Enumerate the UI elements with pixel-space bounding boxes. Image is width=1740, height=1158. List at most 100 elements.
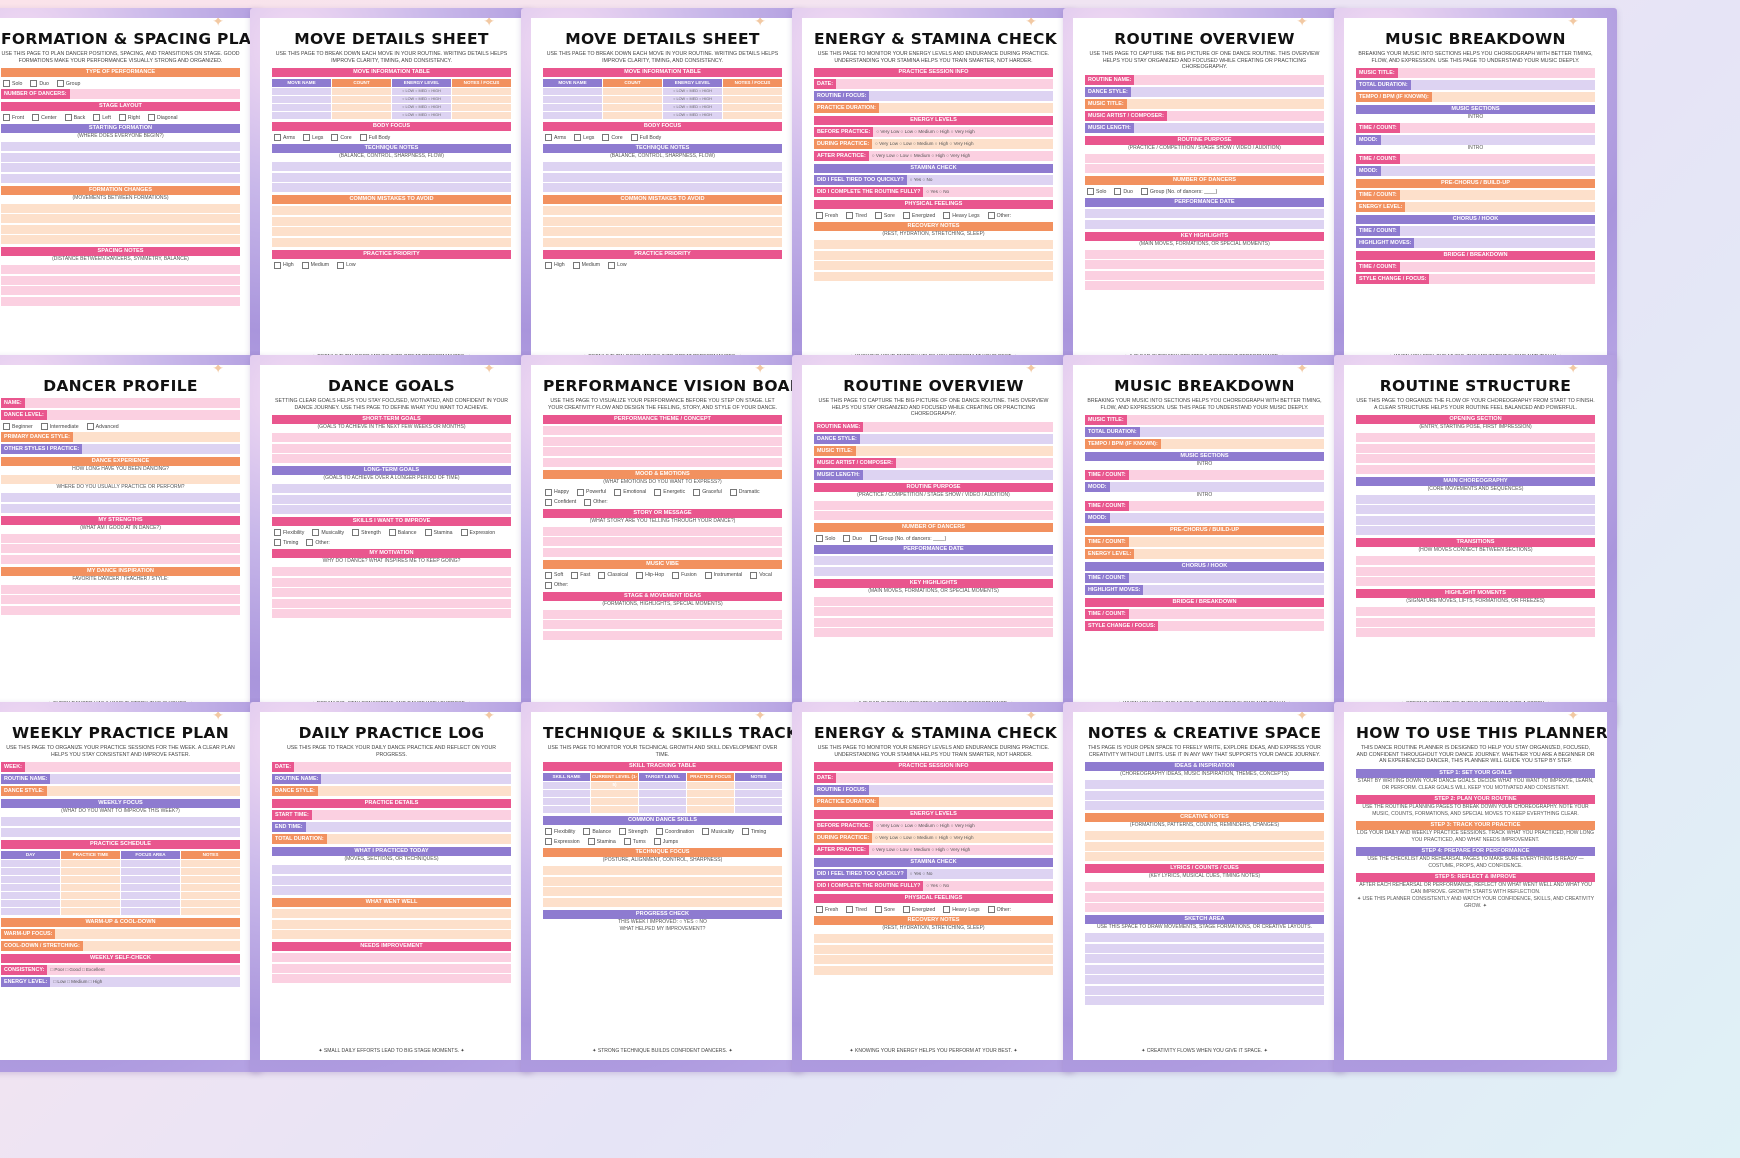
checkbox[interactable] [816, 535, 823, 542]
checkbox[interactable] [572, 261, 580, 269]
writing-line[interactable] [814, 617, 1053, 627]
table-cell[interactable] [1, 883, 60, 891]
checkbox-option[interactable]: Fast [571, 571, 590, 579]
checkbox[interactable] [331, 134, 339, 141]
writing-line[interactable] [272, 598, 511, 608]
writing-line[interactable] [1, 235, 240, 244]
writing-line[interactable] [272, 433, 511, 442]
checkbox-option[interactable]: Stamina [587, 838, 616, 845]
field-input[interactable] [24, 398, 240, 408]
checkbox-option[interactable]: Vocal [750, 571, 772, 579]
checkbox-option[interactable]: Core [602, 134, 623, 141]
checkbox[interactable] [869, 535, 877, 542]
checkbox[interactable] [874, 906, 882, 913]
field-input[interactable] [855, 445, 1053, 456]
checkbox[interactable] [545, 498, 552, 506]
field-input[interactable] [1128, 609, 1324, 619]
writing-line[interactable] [272, 494, 511, 504]
checkbox[interactable] [1087, 188, 1094, 195]
field-input[interactable] [859, 433, 1053, 444]
writing-line[interactable] [1085, 933, 1324, 942]
writing-line[interactable] [1085, 975, 1324, 984]
writing-line[interactable] [1085, 164, 1324, 173]
checkbox[interactable] [843, 535, 851, 542]
checkbox[interactable] [619, 828, 627, 835]
checkbox[interactable] [118, 114, 126, 121]
writing-line[interactable] [1356, 526, 1595, 535]
field-input[interactable] [1134, 74, 1324, 85]
writing-line[interactable] [543, 206, 782, 215]
writing-line[interactable] [543, 457, 782, 467]
checkbox-option[interactable]: Medium [301, 261, 329, 269]
checkbox[interactable] [306, 539, 314, 546]
checkbox[interactable] [846, 212, 854, 219]
checkbox[interactable] [574, 134, 582, 141]
writing-line[interactable] [1356, 628, 1595, 637]
checkbox[interactable] [693, 488, 701, 496]
writing-line[interactable] [543, 897, 782, 907]
table-cell[interactable] [272, 88, 331, 95]
writing-line[interactable] [1085, 964, 1324, 974]
checkbox[interactable] [40, 423, 48, 430]
writing-line[interactable] [272, 963, 511, 973]
checkbox[interactable] [359, 134, 367, 141]
writing-line[interactable] [272, 484, 511, 493]
checkbox[interactable] [545, 571, 552, 579]
table-cell[interactable] [639, 790, 686, 797]
checkbox[interactable] [729, 488, 737, 496]
table-cell[interactable] [61, 891, 120, 899]
checkbox[interactable] [274, 261, 281, 269]
table-cell[interactable] [723, 96, 782, 103]
checkbox[interactable] [750, 571, 758, 579]
checkbox[interactable] [672, 571, 680, 579]
writing-line[interactable] [543, 172, 782, 182]
table-cell[interactable] [723, 104, 782, 111]
checkbox-option[interactable]: Energetic [654, 488, 685, 496]
checkbox-option[interactable]: Timing [274, 539, 298, 546]
writing-line[interactable] [1, 544, 240, 553]
writing-line[interactable] [814, 628, 1053, 637]
writing-line[interactable] [1085, 996, 1324, 1005]
writing-line[interactable] [1, 224, 240, 234]
table-cell[interactable] [735, 806, 782, 813]
table-cell[interactable] [723, 112, 782, 119]
field-input[interactable]: ○ Very Low ○ Low ○ Medium ○ High ○ Very … [873, 127, 1053, 137]
checkbox[interactable] [1114, 188, 1122, 195]
writing-line[interactable] [272, 953, 511, 962]
checkbox[interactable] [274, 529, 281, 536]
table-cell[interactable] [332, 96, 391, 103]
checkbox[interactable] [545, 134, 552, 141]
writing-line[interactable] [543, 436, 782, 446]
writing-line[interactable] [272, 567, 511, 576]
checkbox-option[interactable]: Expression [545, 838, 580, 845]
field-input[interactable]: ○ Very Low ○ Low ○ Medium ○ High ○ Very … [873, 821, 1053, 831]
writing-line[interactable] [814, 250, 1053, 260]
field-input[interactable] [836, 773, 1053, 783]
checkbox[interactable] [312, 529, 320, 536]
writing-line[interactable] [1356, 556, 1595, 565]
checkbox-option[interactable]: Core [331, 134, 352, 141]
writing-line[interactable] [272, 443, 511, 453]
checkbox[interactable] [545, 828, 552, 835]
table-cell[interactable] [181, 875, 240, 883]
checkbox-option[interactable]: Expression [460, 529, 495, 536]
writing-line[interactable] [543, 162, 782, 171]
field-input[interactable] [1139, 427, 1324, 437]
table-cell[interactable] [272, 104, 331, 111]
field-input[interactable]: ○ Yes ○ No [923, 187, 1053, 197]
writing-line[interactable] [814, 240, 1053, 249]
writing-line[interactable] [1, 827, 240, 837]
checkbox[interactable] [598, 571, 606, 579]
writing-line[interactable] [814, 965, 1053, 975]
checkbox[interactable] [388, 529, 396, 536]
writing-line[interactable] [1, 503, 240, 513]
field-input[interactable] [1128, 501, 1324, 511]
checkbox-option[interactable]: Advanced [86, 423, 119, 430]
writing-line[interactable] [272, 930, 511, 939]
table-cell[interactable] [1, 875, 60, 883]
table-cell[interactable] [543, 798, 590, 805]
field-input[interactable] [1109, 482, 1324, 492]
writing-line[interactable] [1085, 260, 1324, 269]
field-input[interactable] [50, 774, 240, 784]
writing-line[interactable] [1, 595, 240, 604]
